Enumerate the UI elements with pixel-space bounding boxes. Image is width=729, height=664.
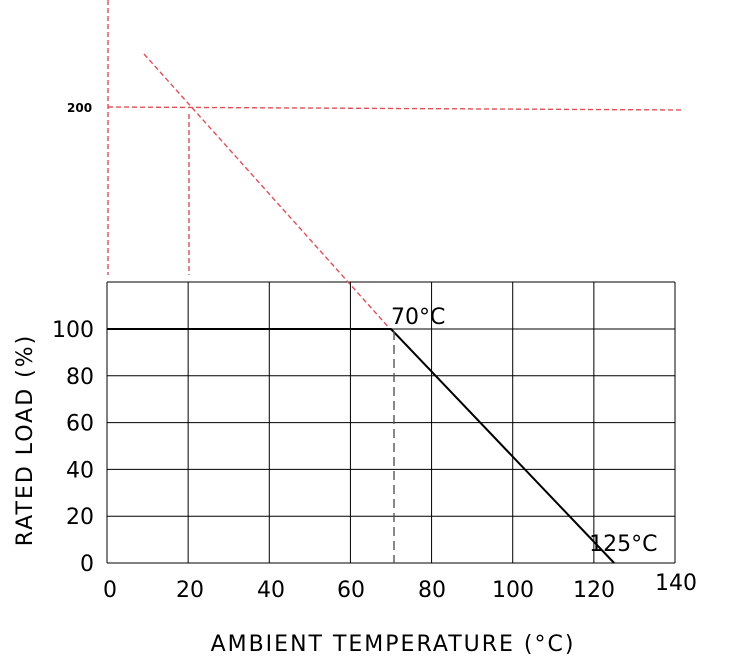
y-tick-label-100: 100 <box>52 318 94 343</box>
reference-horizontal-200 <box>107 106 685 111</box>
x-tick-label-60: 60 <box>337 578 365 603</box>
x-tick-label-140: 140 <box>655 571 697 596</box>
x-tick-labels: 0 20 40 60 80 100 120 140 <box>103 571 697 603</box>
y-tick-labels: 0 20 40 60 80 100 <box>52 318 94 577</box>
reference-label: 200 <box>67 101 92 115</box>
x-tick-label-100: 100 <box>492 578 534 603</box>
y-tick-label-0: 0 <box>80 552 94 577</box>
x-axis-title: AMBIENT TEMPERATURE (°C) <box>211 632 576 657</box>
x-tick-label-120: 120 <box>573 578 615 603</box>
y-tick-label-60: 60 <box>66 412 94 437</box>
derating-curve <box>106 328 615 564</box>
x-tick-label-0: 0 <box>103 578 117 603</box>
x-tick-label-20: 20 <box>176 578 204 603</box>
reference-lines <box>107 0 685 331</box>
reference-diagonal <box>143 53 392 331</box>
annotation-0: 70°C <box>391 305 445 330</box>
x-tick-label-80: 80 <box>418 578 446 603</box>
series-line <box>107 328 615 564</box>
y-tick-label-80: 80 <box>66 365 94 390</box>
y-axis-title: RATED LOAD (%) <box>13 334 38 546</box>
annotation-1: 125°C <box>589 532 657 557</box>
y-tick-label-20: 20 <box>66 505 94 530</box>
annotations: 70°C 125°C <box>391 305 658 557</box>
y-tick-label-40: 40 <box>66 458 94 483</box>
x-tick-label-40: 40 <box>257 578 285 603</box>
